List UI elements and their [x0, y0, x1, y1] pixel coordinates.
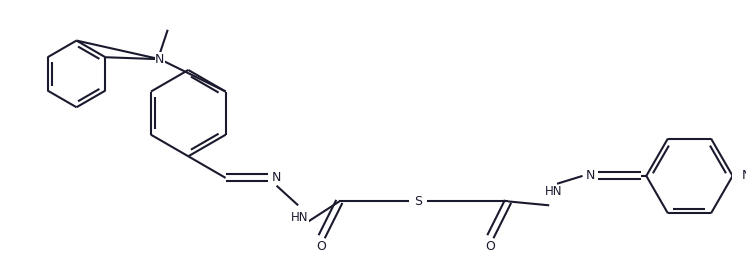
Text: N: N	[155, 53, 165, 66]
Text: O: O	[486, 240, 495, 253]
Text: HN: HN	[545, 185, 562, 198]
Text: O: O	[317, 240, 327, 253]
Text: N: N	[272, 171, 281, 184]
Text: S: S	[414, 195, 421, 208]
Text: N: N	[742, 169, 746, 182]
Text: N: N	[586, 169, 595, 182]
Text: HN: HN	[292, 211, 309, 224]
